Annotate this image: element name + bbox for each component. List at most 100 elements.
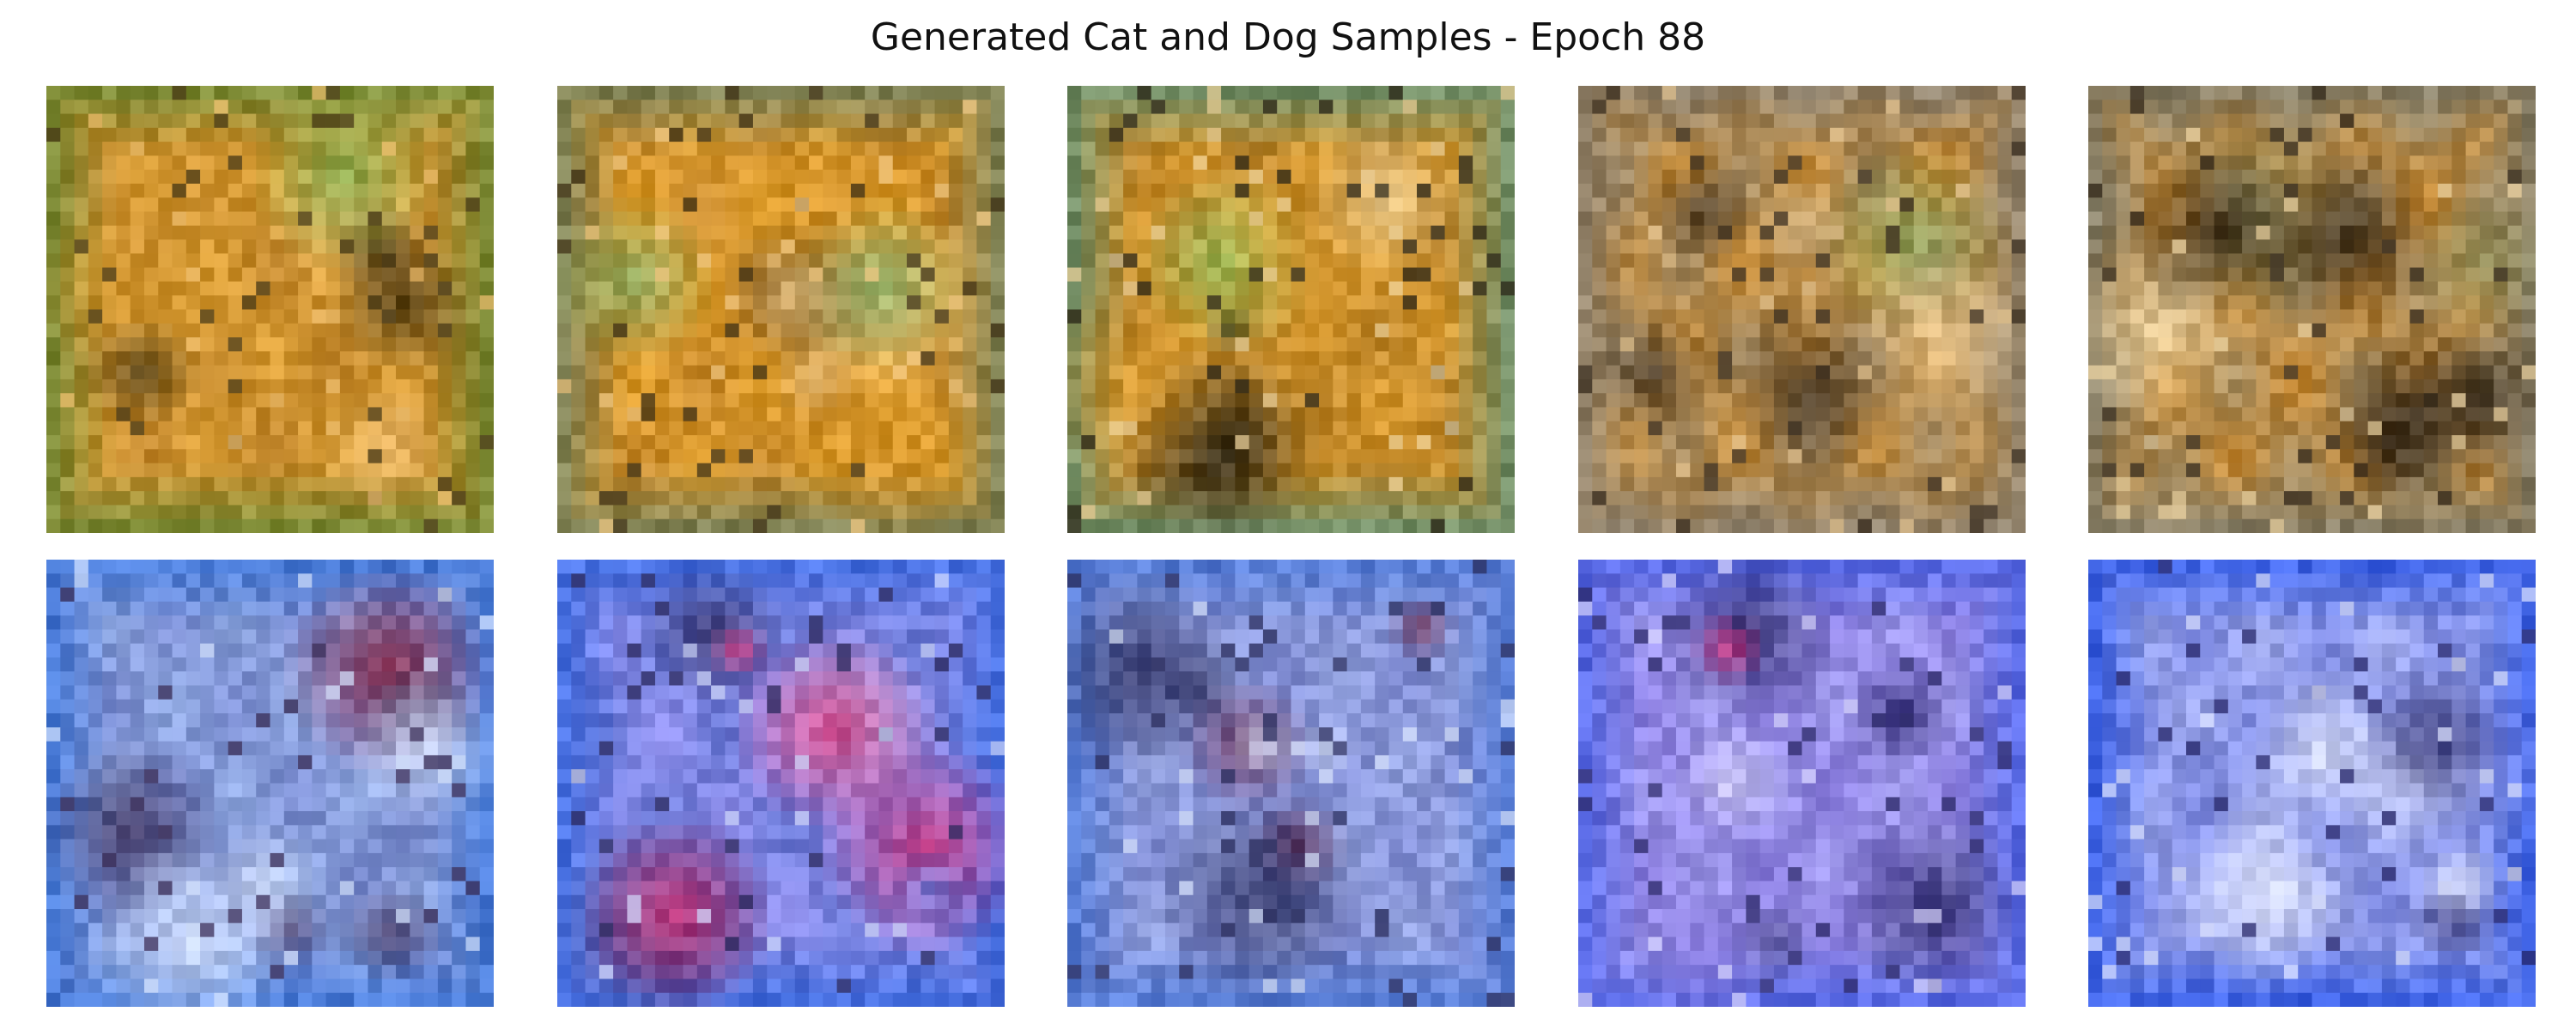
sample-pixel [2479, 421, 2494, 436]
sample-pixel [1109, 337, 1124, 352]
sample-pixel [1249, 183, 1264, 198]
sample-pixel [836, 281, 852, 296]
sample-pixel [143, 518, 159, 533]
sample-pixel [452, 113, 466, 129]
sample-pixel [836, 169, 852, 185]
sample-pixel [1249, 295, 1264, 310]
sample-pixel [158, 155, 173, 171]
sample-pixel [641, 337, 656, 352]
sample-pixel [185, 365, 201, 380]
sample-pixel [1857, 435, 1873, 450]
sample-pixel [1675, 211, 1691, 227]
sample-pixel [2325, 449, 2341, 464]
sample-pixel [2227, 155, 2243, 171]
sample-pixel [781, 197, 796, 212]
sample-pixel [2354, 197, 2368, 212]
sample-pixel [990, 142, 1005, 156]
sample-pixel [2423, 169, 2439, 185]
sample-pixel [1941, 449, 1956, 464]
sample-pixel [88, 518, 103, 533]
sample-pixel [2116, 309, 2131, 324]
sample-pixel [60, 351, 75, 366]
sample-pixel [2312, 197, 2327, 212]
sample-pixel [465, 491, 481, 506]
sample-pixel [185, 183, 201, 198]
sample-pixel [1123, 379, 1138, 394]
sample-pixel [1871, 435, 1886, 450]
sample-pixel [781, 295, 796, 310]
sample-pixel [1619, 379, 1635, 394]
sample-pixel [1151, 491, 1166, 506]
sample-pixel [2494, 281, 2508, 296]
sample-pixel [948, 267, 963, 282]
sample-pixel [1857, 393, 1873, 408]
sample-pixel [1193, 351, 1208, 366]
sample-pixel [683, 337, 698, 352]
sample-pixel [2298, 309, 2312, 324]
sample-pixel [683, 505, 698, 520]
sample-pixel [1704, 155, 1719, 171]
sample-pixel [1928, 183, 1942, 198]
sample-pixel [2494, 113, 2508, 129]
sample-pixel [1095, 421, 1110, 436]
sample-pixel [627, 393, 642, 408]
sample-pixel [2185, 337, 2201, 352]
sample-pixel [1458, 142, 1473, 156]
sample-pixel [1417, 295, 1431, 310]
sample-pixel [809, 169, 823, 185]
sample-pixel [1928, 393, 1942, 408]
sample-pixel [2011, 113, 2026, 129]
sample-pixel [1634, 169, 1649, 185]
sample-pixel [1360, 323, 1376, 338]
sample-pixel [298, 253, 313, 268]
sample-pixel [74, 267, 89, 282]
sample-pixel [354, 142, 368, 156]
sample-pixel [1662, 309, 1677, 324]
sample-pixel [1704, 491, 1719, 506]
sample-pixel [1304, 309, 1320, 324]
sample-pixel [781, 491, 796, 506]
sample-pixel [241, 463, 257, 478]
sample-pixel [585, 197, 600, 212]
sample-pixel [1081, 505, 1096, 520]
sample-pixel [850, 197, 866, 212]
sample-pixel [2185, 239, 2201, 254]
sample-pixel [2269, 295, 2285, 310]
sample-pixel [752, 351, 768, 366]
sample-pixel [850, 100, 866, 114]
sample-pixel [2172, 463, 2187, 478]
sample-pixel [669, 337, 683, 352]
sample-pixel [1417, 518, 1431, 533]
sample-pixel [2312, 393, 2327, 408]
sample-pixel [116, 281, 131, 296]
sample-pixel [2381, 197, 2397, 212]
sample-pixel [1375, 351, 1389, 366]
sample-pixel [1592, 183, 1607, 198]
sample-pixel [437, 365, 453, 380]
sample-pixel [283, 393, 299, 408]
sample-pixel [725, 127, 739, 142]
sample-pixel [781, 393, 796, 408]
sample-pixel [2381, 365, 2397, 380]
sample-pixel [571, 113, 586, 129]
sample-pixel [228, 421, 243, 436]
sample-pixel [934, 518, 950, 533]
sample-pixel [2312, 281, 2327, 296]
sample-pixel [963, 169, 977, 185]
sample-pixel [767, 421, 781, 436]
sample-pixel [1606, 393, 1621, 408]
sample-pixel [2011, 323, 2026, 338]
sample-pixel [907, 393, 921, 408]
sample-pixel [598, 211, 614, 227]
sample-pixel [368, 100, 383, 114]
sample-pixel [410, 476, 424, 492]
sample-pixel [2227, 449, 2243, 464]
sample-pixel [1844, 476, 1858, 492]
sample-pixel [738, 407, 754, 422]
sample-pixel [1746, 491, 1760, 506]
sample-pixel [850, 127, 866, 142]
sample-pixel [836, 211, 852, 227]
sample-pixel [214, 505, 228, 520]
sample-pixel [228, 449, 243, 464]
